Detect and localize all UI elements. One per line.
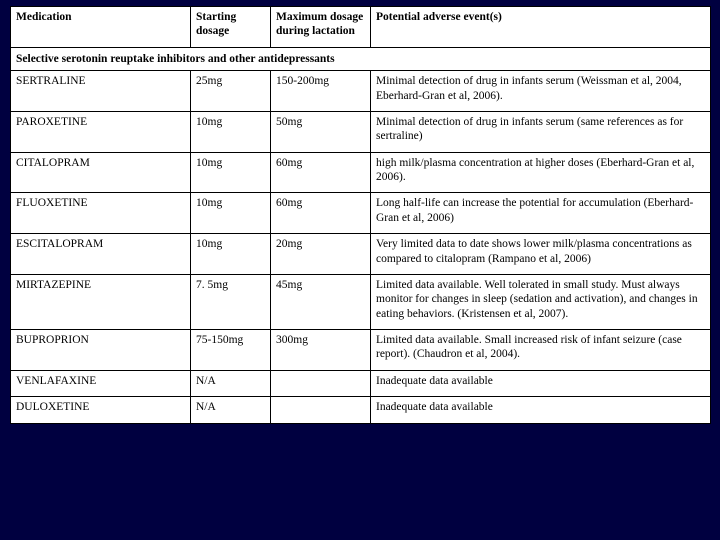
- cell-adverse: Long half-life can increase the potentia…: [371, 193, 711, 234]
- cell-max: [271, 397, 371, 423]
- col-header-adverse: Potential adverse event(s): [371, 7, 711, 48]
- cell-start: 10mg: [191, 193, 271, 234]
- cell-medication: PAROXETINE: [11, 111, 191, 152]
- cell-adverse: Minimal detection of drug in infants ser…: [371, 71, 711, 112]
- section-label: Selective serotonin reuptake inhibitors …: [11, 47, 711, 70]
- cell-start: 10mg: [191, 234, 271, 275]
- cell-max: 150-200mg: [271, 71, 371, 112]
- section-row: Selective serotonin reuptake inhibitors …: [11, 47, 711, 70]
- cell-start: 10mg: [191, 111, 271, 152]
- cell-start: N/A: [191, 397, 271, 423]
- table-row: VENLAFAXINE N/A Inadequate data availabl…: [11, 370, 711, 396]
- col-header-max: Maximum dosage during lactation: [271, 7, 371, 48]
- cell-max: 20mg: [271, 234, 371, 275]
- table-row: MIRTAZEPINE 7. 5mg 45mg Limited data ava…: [11, 274, 711, 329]
- col-header-start: Starting dosage: [191, 7, 271, 48]
- table-row: BUPROPRION 75-150mg 300mg Limited data a…: [11, 330, 711, 371]
- cell-start: 25mg: [191, 71, 271, 112]
- cell-max: 300mg: [271, 330, 371, 371]
- slide-wrap: Medication Starting dosage Maximum dosag…: [0, 0, 720, 430]
- cell-medication: VENLAFAXINE: [11, 370, 191, 396]
- cell-max: [271, 370, 371, 396]
- cell-adverse: Inadequate data available: [371, 370, 711, 396]
- cell-medication: DULOXETINE: [11, 397, 191, 423]
- cell-max: 50mg: [271, 111, 371, 152]
- cell-adverse: Limited data available. Small increased …: [371, 330, 711, 371]
- cell-start: N/A: [191, 370, 271, 396]
- cell-medication: ESCITALOPRAM: [11, 234, 191, 275]
- cell-adverse: Very limited data to date shows lower mi…: [371, 234, 711, 275]
- cell-medication: FLUOXETINE: [11, 193, 191, 234]
- table-row: DULOXETINE N/A Inadequate data available: [11, 397, 711, 423]
- table-row: ESCITALOPRAM 10mg 20mg Very limited data…: [11, 234, 711, 275]
- cell-adverse: Inadequate data available: [371, 397, 711, 423]
- cell-adverse: high milk/plasma concentration at higher…: [371, 152, 711, 193]
- table-row: FLUOXETINE 10mg 60mg Long half-life can …: [11, 193, 711, 234]
- table-row: PAROXETINE 10mg 50mg Minimal detection o…: [11, 111, 711, 152]
- cell-medication: BUPROPRION: [11, 330, 191, 371]
- cell-max: 60mg: [271, 193, 371, 234]
- cell-max: 45mg: [271, 274, 371, 329]
- cell-start: 75-150mg: [191, 330, 271, 371]
- medication-table: Medication Starting dosage Maximum dosag…: [10, 6, 711, 424]
- table-row: SERTRALINE 25mg 150-200mg Minimal detect…: [11, 71, 711, 112]
- cell-adverse: Limited data available. Well tolerated i…: [371, 274, 711, 329]
- table-row: CITALOPRAM 10mg 60mg high milk/plasma co…: [11, 152, 711, 193]
- cell-medication: CITALOPRAM: [11, 152, 191, 193]
- cell-adverse: Minimal detection of drug in infants ser…: [371, 111, 711, 152]
- cell-medication: SERTRALINE: [11, 71, 191, 112]
- cell-max: 60mg: [271, 152, 371, 193]
- table-header-row: Medication Starting dosage Maximum dosag…: [11, 7, 711, 48]
- cell-start: 7. 5mg: [191, 274, 271, 329]
- cell-medication: MIRTAZEPINE: [11, 274, 191, 329]
- col-header-medication: Medication: [11, 7, 191, 48]
- cell-start: 10mg: [191, 152, 271, 193]
